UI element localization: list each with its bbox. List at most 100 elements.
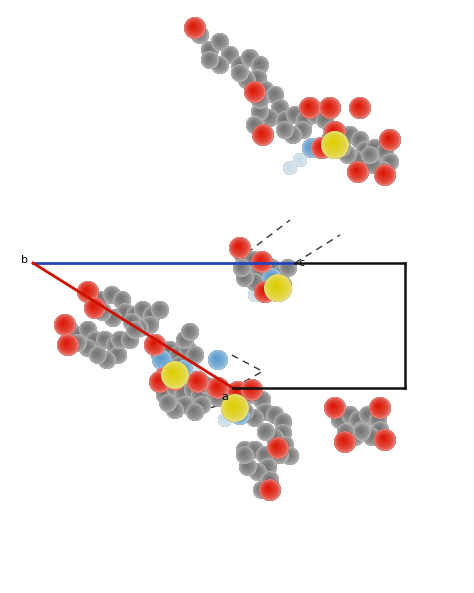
Circle shape: [206, 56, 211, 61]
Circle shape: [181, 336, 187, 342]
Circle shape: [226, 406, 238, 418]
Circle shape: [233, 58, 246, 71]
Circle shape: [240, 73, 253, 87]
Circle shape: [341, 148, 354, 161]
Circle shape: [100, 310, 102, 311]
Circle shape: [100, 353, 113, 366]
Circle shape: [325, 122, 344, 141]
Circle shape: [264, 474, 275, 485]
Circle shape: [273, 269, 285, 280]
Circle shape: [251, 103, 269, 121]
Circle shape: [169, 404, 180, 415]
Circle shape: [247, 254, 256, 264]
Circle shape: [251, 122, 256, 126]
Circle shape: [200, 380, 209, 388]
Circle shape: [375, 430, 394, 449]
Circle shape: [338, 435, 349, 447]
Circle shape: [73, 329, 85, 340]
Circle shape: [162, 393, 164, 394]
Circle shape: [145, 320, 154, 329]
Circle shape: [244, 251, 262, 269]
Circle shape: [294, 121, 312, 139]
Circle shape: [256, 446, 274, 464]
Circle shape: [103, 286, 121, 304]
Circle shape: [164, 363, 182, 381]
Circle shape: [92, 350, 101, 359]
Circle shape: [213, 355, 220, 362]
Circle shape: [255, 279, 268, 291]
Circle shape: [262, 409, 264, 412]
Circle shape: [61, 321, 79, 339]
Circle shape: [160, 390, 169, 398]
Circle shape: [246, 253, 259, 266]
Circle shape: [215, 396, 218, 397]
Circle shape: [179, 334, 190, 345]
Circle shape: [84, 297, 106, 319]
Circle shape: [168, 381, 181, 394]
Circle shape: [195, 390, 204, 398]
Circle shape: [264, 463, 270, 469]
Circle shape: [228, 382, 247, 401]
Circle shape: [250, 120, 259, 129]
Circle shape: [228, 409, 234, 414]
Circle shape: [182, 344, 193, 355]
Circle shape: [184, 17, 206, 39]
Circle shape: [244, 52, 255, 63]
Circle shape: [358, 426, 363, 431]
Circle shape: [186, 403, 204, 421]
Circle shape: [206, 379, 224, 397]
Circle shape: [259, 458, 277, 476]
Circle shape: [170, 382, 179, 391]
Circle shape: [381, 436, 386, 441]
Circle shape: [209, 382, 220, 393]
Circle shape: [195, 398, 208, 412]
Circle shape: [213, 394, 220, 400]
Circle shape: [297, 112, 313, 127]
Circle shape: [57, 317, 71, 331]
Circle shape: [198, 400, 204, 407]
Circle shape: [266, 86, 284, 104]
Circle shape: [356, 157, 357, 160]
Circle shape: [250, 413, 257, 420]
Circle shape: [247, 84, 261, 98]
Circle shape: [251, 465, 264, 479]
Circle shape: [227, 407, 236, 416]
Circle shape: [240, 252, 243, 254]
Circle shape: [152, 342, 155, 345]
Circle shape: [328, 138, 338, 148]
Circle shape: [374, 403, 383, 411]
Circle shape: [241, 275, 246, 279]
Circle shape: [298, 113, 311, 126]
Circle shape: [136, 303, 149, 316]
Circle shape: [354, 424, 370, 439]
Circle shape: [307, 107, 323, 123]
Circle shape: [383, 132, 396, 146]
Circle shape: [104, 358, 107, 359]
Circle shape: [366, 139, 384, 157]
Circle shape: [249, 444, 260, 455]
Circle shape: [166, 366, 181, 381]
Circle shape: [185, 360, 194, 369]
Circle shape: [241, 49, 259, 67]
Circle shape: [242, 75, 251, 84]
Circle shape: [179, 341, 197, 359]
Circle shape: [268, 408, 281, 421]
Circle shape: [196, 376, 214, 394]
Circle shape: [166, 401, 184, 419]
Circle shape: [229, 237, 251, 259]
Circle shape: [172, 377, 174, 380]
Circle shape: [354, 416, 360, 422]
Circle shape: [109, 339, 120, 350]
Circle shape: [328, 125, 341, 138]
Circle shape: [87, 300, 101, 314]
Circle shape: [210, 382, 219, 391]
Circle shape: [162, 391, 166, 396]
Circle shape: [184, 359, 195, 370]
Circle shape: [131, 311, 136, 316]
Circle shape: [377, 404, 380, 407]
Circle shape: [248, 391, 253, 396]
Circle shape: [339, 146, 357, 164]
Circle shape: [199, 379, 210, 390]
Circle shape: [255, 264, 264, 273]
Circle shape: [174, 359, 183, 369]
